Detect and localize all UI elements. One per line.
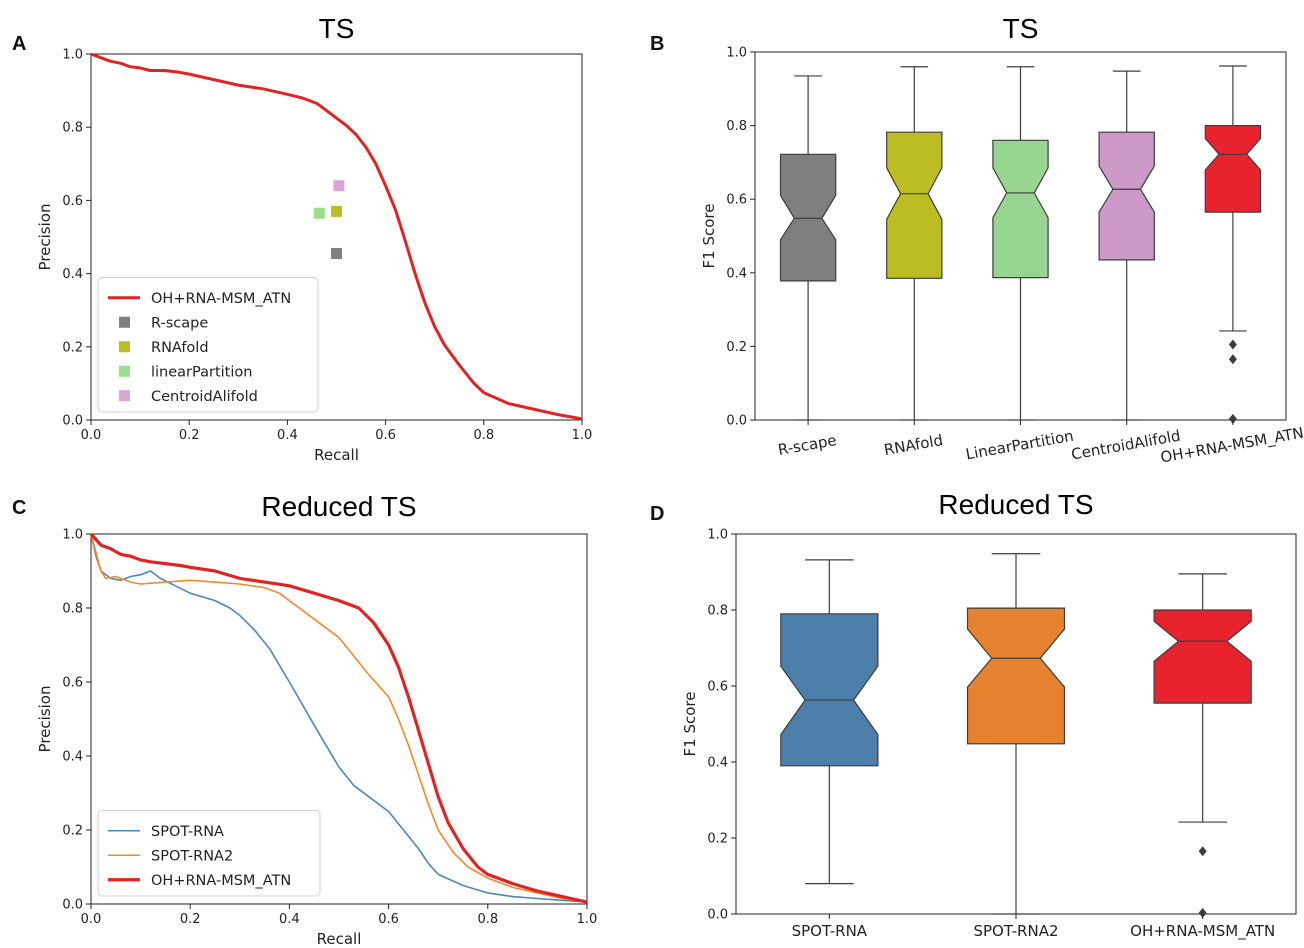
- category-label: SPOT-RNA2: [973, 922, 1058, 940]
- outlier-point: [1198, 846, 1207, 857]
- legend-entry: OH+RNA-MSM_ATN: [151, 291, 291, 307]
- y-tick-label: 0.8: [62, 121, 83, 136]
- box-linearpartition: [992, 139, 1049, 279]
- outlier-point: [1228, 413, 1237, 424]
- box-centroidalifold: [1098, 131, 1155, 261]
- y-axis-label: F1 Score: [700, 204, 718, 269]
- y-tick-label: 0.6: [707, 680, 728, 695]
- chart-title: TS: [1003, 13, 1039, 44]
- series-line-spot-rna: [90, 533, 588, 903]
- box-spot-rna: [780, 613, 879, 767]
- series-line-oh-rna-msm-atn: [89, 532, 588, 904]
- x-tick-label: 0.0: [81, 912, 102, 927]
- box-oh-rna-msm-atn: [1204, 124, 1262, 213]
- y-tick-label: 0.0: [707, 908, 728, 923]
- y-tick-label: 0.2: [62, 824, 83, 839]
- y-tick-label: 1.0: [726, 46, 747, 61]
- x-tick-label: 0.8: [473, 428, 494, 443]
- category-label: LinearPartition: [964, 427, 1075, 464]
- legend-entry: R-scape: [151, 315, 208, 331]
- legend-entry: RNAfold: [151, 340, 209, 356]
- data-point-rnafold: [331, 205, 342, 217]
- y-tick-label: 0.4: [62, 750, 83, 765]
- legend-square-swatch: [119, 390, 130, 402]
- x-tick-label: 1.0: [572, 428, 593, 443]
- x-tick-label: 0.2: [180, 912, 201, 927]
- y-tick-label: 0.2: [707, 832, 728, 847]
- panel-label-a: A: [12, 33, 26, 55]
- legend-square-swatch: [119, 341, 130, 353]
- y-tick-label: 1.0: [707, 528, 728, 543]
- x-tick-label: 0.4: [277, 428, 298, 443]
- y-tick-label: 0.2: [62, 340, 83, 355]
- x-axis-label: Recall: [314, 446, 359, 464]
- category-label: RNAfold: [883, 431, 945, 459]
- y-tick-label: 0.0: [726, 414, 747, 429]
- y-tick-label: 0.2: [726, 340, 747, 355]
- series-line-oh-rna-msm-atn: [90, 52, 583, 421]
- legend-box: [97, 810, 321, 897]
- panel-b-boxplot: 0.0 0.2 0.4 0.6 0.8 1.0 TS F1 Score R-scape RNAfo…: [700, 13, 1304, 468]
- legend-entry: OH+RNA-MSM_ATN: [151, 873, 291, 889]
- y-tick-label: 0.6: [726, 193, 747, 208]
- legend-square-swatch: [119, 316, 130, 328]
- box-spot-rna2: [966, 607, 1066, 745]
- category-label: R-scape: [777, 431, 838, 459]
- data-point-linearpartition: [313, 207, 325, 219]
- legend-square-swatch: [119, 365, 130, 377]
- legend-entry: SPOT-RNA: [151, 824, 224, 840]
- y-tick-label: 0.0: [62, 414, 83, 429]
- x-axis-label: Recall: [317, 930, 362, 948]
- x-tick-label: 0.6: [378, 912, 399, 927]
- legend-entry: linearPartition: [151, 364, 252, 380]
- x-tick-label: 0.2: [179, 428, 200, 443]
- y-tick-label: 1.0: [62, 528, 83, 543]
- panel-label-b: B: [650, 33, 664, 55]
- legend-entry: CentroidAlifold: [151, 389, 258, 405]
- y-tick-label: 0.8: [726, 119, 747, 134]
- legend-entry: SPOT-RNA2: [151, 848, 233, 864]
- y-tick-label: 0.4: [62, 267, 83, 282]
- panel-label-d: D: [650, 503, 664, 525]
- data-point-centroidalifold: [333, 180, 345, 192]
- category-label: OH+RNA-MSM_ATN: [1159, 424, 1304, 468]
- x-tick-label: 1.0: [577, 912, 598, 927]
- box-oh-rna-msm-atn: [1153, 609, 1252, 704]
- y-tick-label: 0.8: [62, 602, 83, 617]
- y-axis-label: Precision: [36, 686, 54, 753]
- y-tick-label: 1.0: [62, 48, 83, 63]
- outlier-point: [1228, 339, 1237, 350]
- legend-box: [97, 277, 319, 413]
- x-tick-label: 0.6: [375, 428, 396, 443]
- y-tick-label: 0.4: [707, 756, 728, 771]
- y-tick-label: 0.8: [707, 604, 728, 619]
- plot-frame: [90, 53, 583, 421]
- category-label: OH+RNA-MSM_ATN: [1130, 922, 1275, 941]
- y-tick-label: 0.0: [62, 898, 83, 913]
- data-point-r-scape: [331, 247, 342, 259]
- chart-title: TS: [319, 13, 355, 44]
- x-tick-label: 0.4: [279, 912, 300, 927]
- chart-title: Reduced TS: [261, 491, 416, 522]
- x-tick-label: 0.0: [81, 428, 102, 443]
- category-label: SPOT-RNA: [792, 922, 868, 940]
- y-tick-label: 0.4: [726, 266, 747, 281]
- y-axis-label: Precision: [36, 204, 54, 271]
- y-axis-label: F1 Score: [681, 692, 699, 757]
- plot-frame: [90, 533, 588, 905]
- chart-title: Reduced TS: [938, 489, 1093, 520]
- panel-d-boxplot: 0.0 0.2 0.4 0.6 0.8 1.0 Reduced TS F1 Score SPOT…: [681, 489, 1297, 941]
- y-tick-label: 0.6: [62, 194, 83, 209]
- x-tick-label: 0.8: [477, 912, 498, 927]
- y-tick-label: 0.6: [62, 676, 83, 691]
- panel-a-pr-curve: 0.0 0.2 0.4 0.6 0.8 1.0 0.0 0.2 0.4 0.6 0.8 1.0 TS Pr…: [36, 13, 592, 464]
- series-line-spot-rna2: [90, 533, 588, 903]
- box-r-scape: [779, 153, 837, 282]
- panel-c-pr-curve: 0.0 0.2 0.4 0.6 0.8 1.0 0.0 0.2 0.4 0.6 0.8 1.0 Redu…: [36, 491, 597, 948]
- panel-label-c: C: [12, 497, 26, 519]
- outlier-point: [1198, 907, 1207, 918]
- outlier-point: [1228, 354, 1237, 365]
- box-rnafold: [886, 131, 943, 279]
